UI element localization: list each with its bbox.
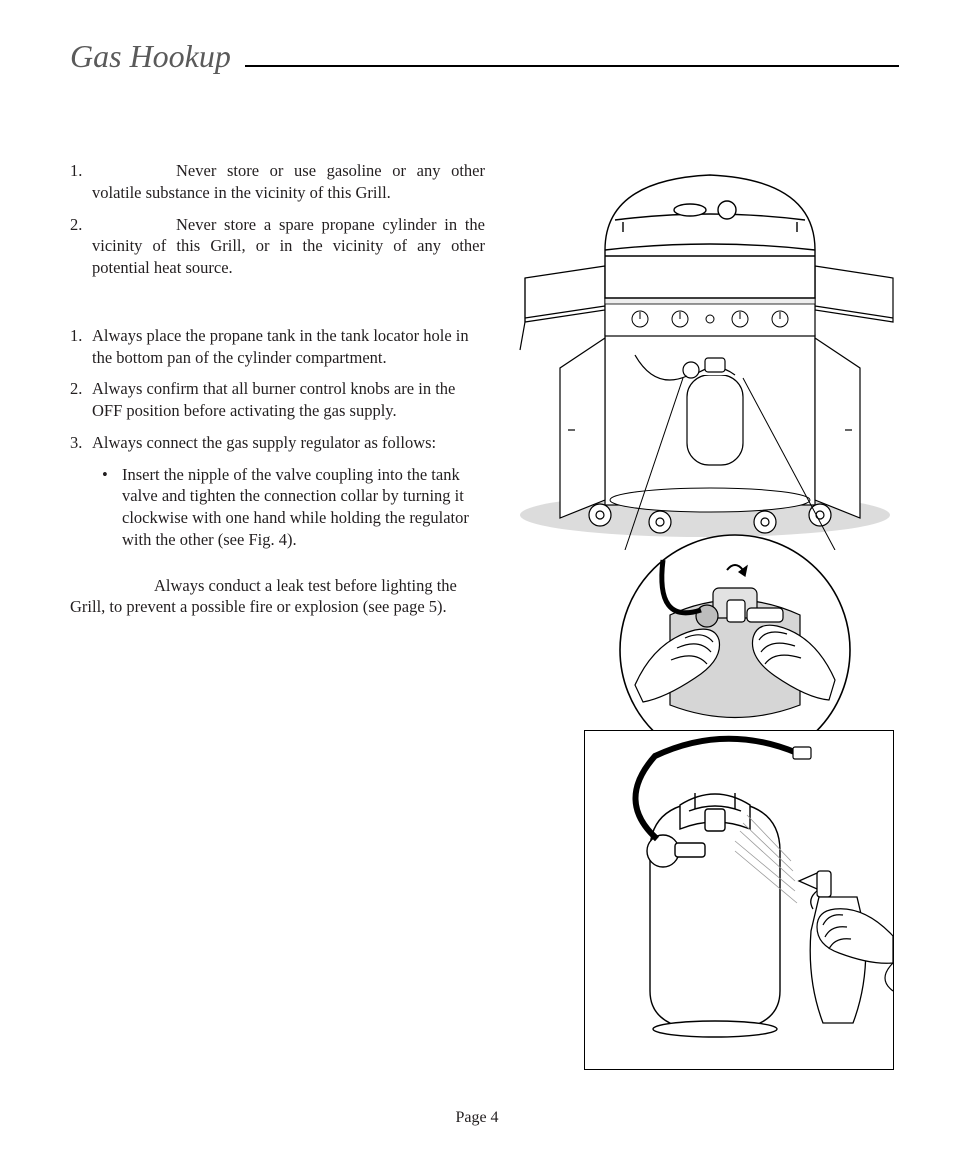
list-item: 1. Always place the propane tank in the … — [70, 325, 485, 369]
item-text: Never store or use gasoline or any other… — [92, 160, 485, 204]
grill-illustration — [505, 160, 905, 550]
figure-column — [505, 160, 905, 618]
sub-list: • Insert the nipple of the valve couplin… — [92, 464, 485, 551]
item-number: 2. — [70, 378, 92, 422]
header-rule — [245, 65, 899, 67]
item-number: 2. — [70, 214, 92, 279]
text-column: 1. Never store or use gasoline or any ot… — [70, 160, 485, 618]
content-region: 1. Never store or use gasoline or any ot… — [70, 160, 899, 618]
list-item: 3. Always connect the gas supply regulat… — [70, 432, 485, 551]
page-title: Gas Hookup — [70, 38, 245, 75]
step-text: Always connect the gas supply regulator … — [92, 433, 436, 452]
page-header: Gas Hookup — [70, 38, 899, 75]
item-number: 1. — [70, 325, 92, 369]
item-text: Always confirm that all burner control k… — [92, 378, 485, 422]
leak-test-svg — [585, 731, 895, 1071]
item-number: 1. — [70, 160, 92, 204]
list-item: • Insert the nipple of the valve couplin… — [92, 464, 485, 551]
warning-list: 1. Never store or use gasoline or any ot… — [70, 160, 485, 279]
item-text: Always place the propane tank in the tan… — [92, 325, 485, 369]
step-list: 1. Always place the propane tank in the … — [70, 325, 485, 551]
list-item: 2. Never store a spare propane cylinder … — [70, 214, 485, 279]
item-number: 3. — [70, 432, 92, 551]
leak-warning: Always conduct a leak test before lighti… — [70, 575, 485, 619]
page-number: Page 4 — [0, 1109, 954, 1127]
item-text: Always connect the gas supply regulator … — [92, 432, 485, 551]
bullet: • — [102, 464, 122, 551]
list-item: 1. Never store or use gasoline or any ot… — [70, 160, 485, 204]
item-text: Never store a spare propane cylinder in … — [92, 214, 485, 279]
leak-test-figure — [584, 730, 894, 1070]
substep-text: Insert the nipple of the valve coupling … — [122, 464, 485, 551]
list-item: 2. Always confirm that all burner contro… — [70, 378, 485, 422]
